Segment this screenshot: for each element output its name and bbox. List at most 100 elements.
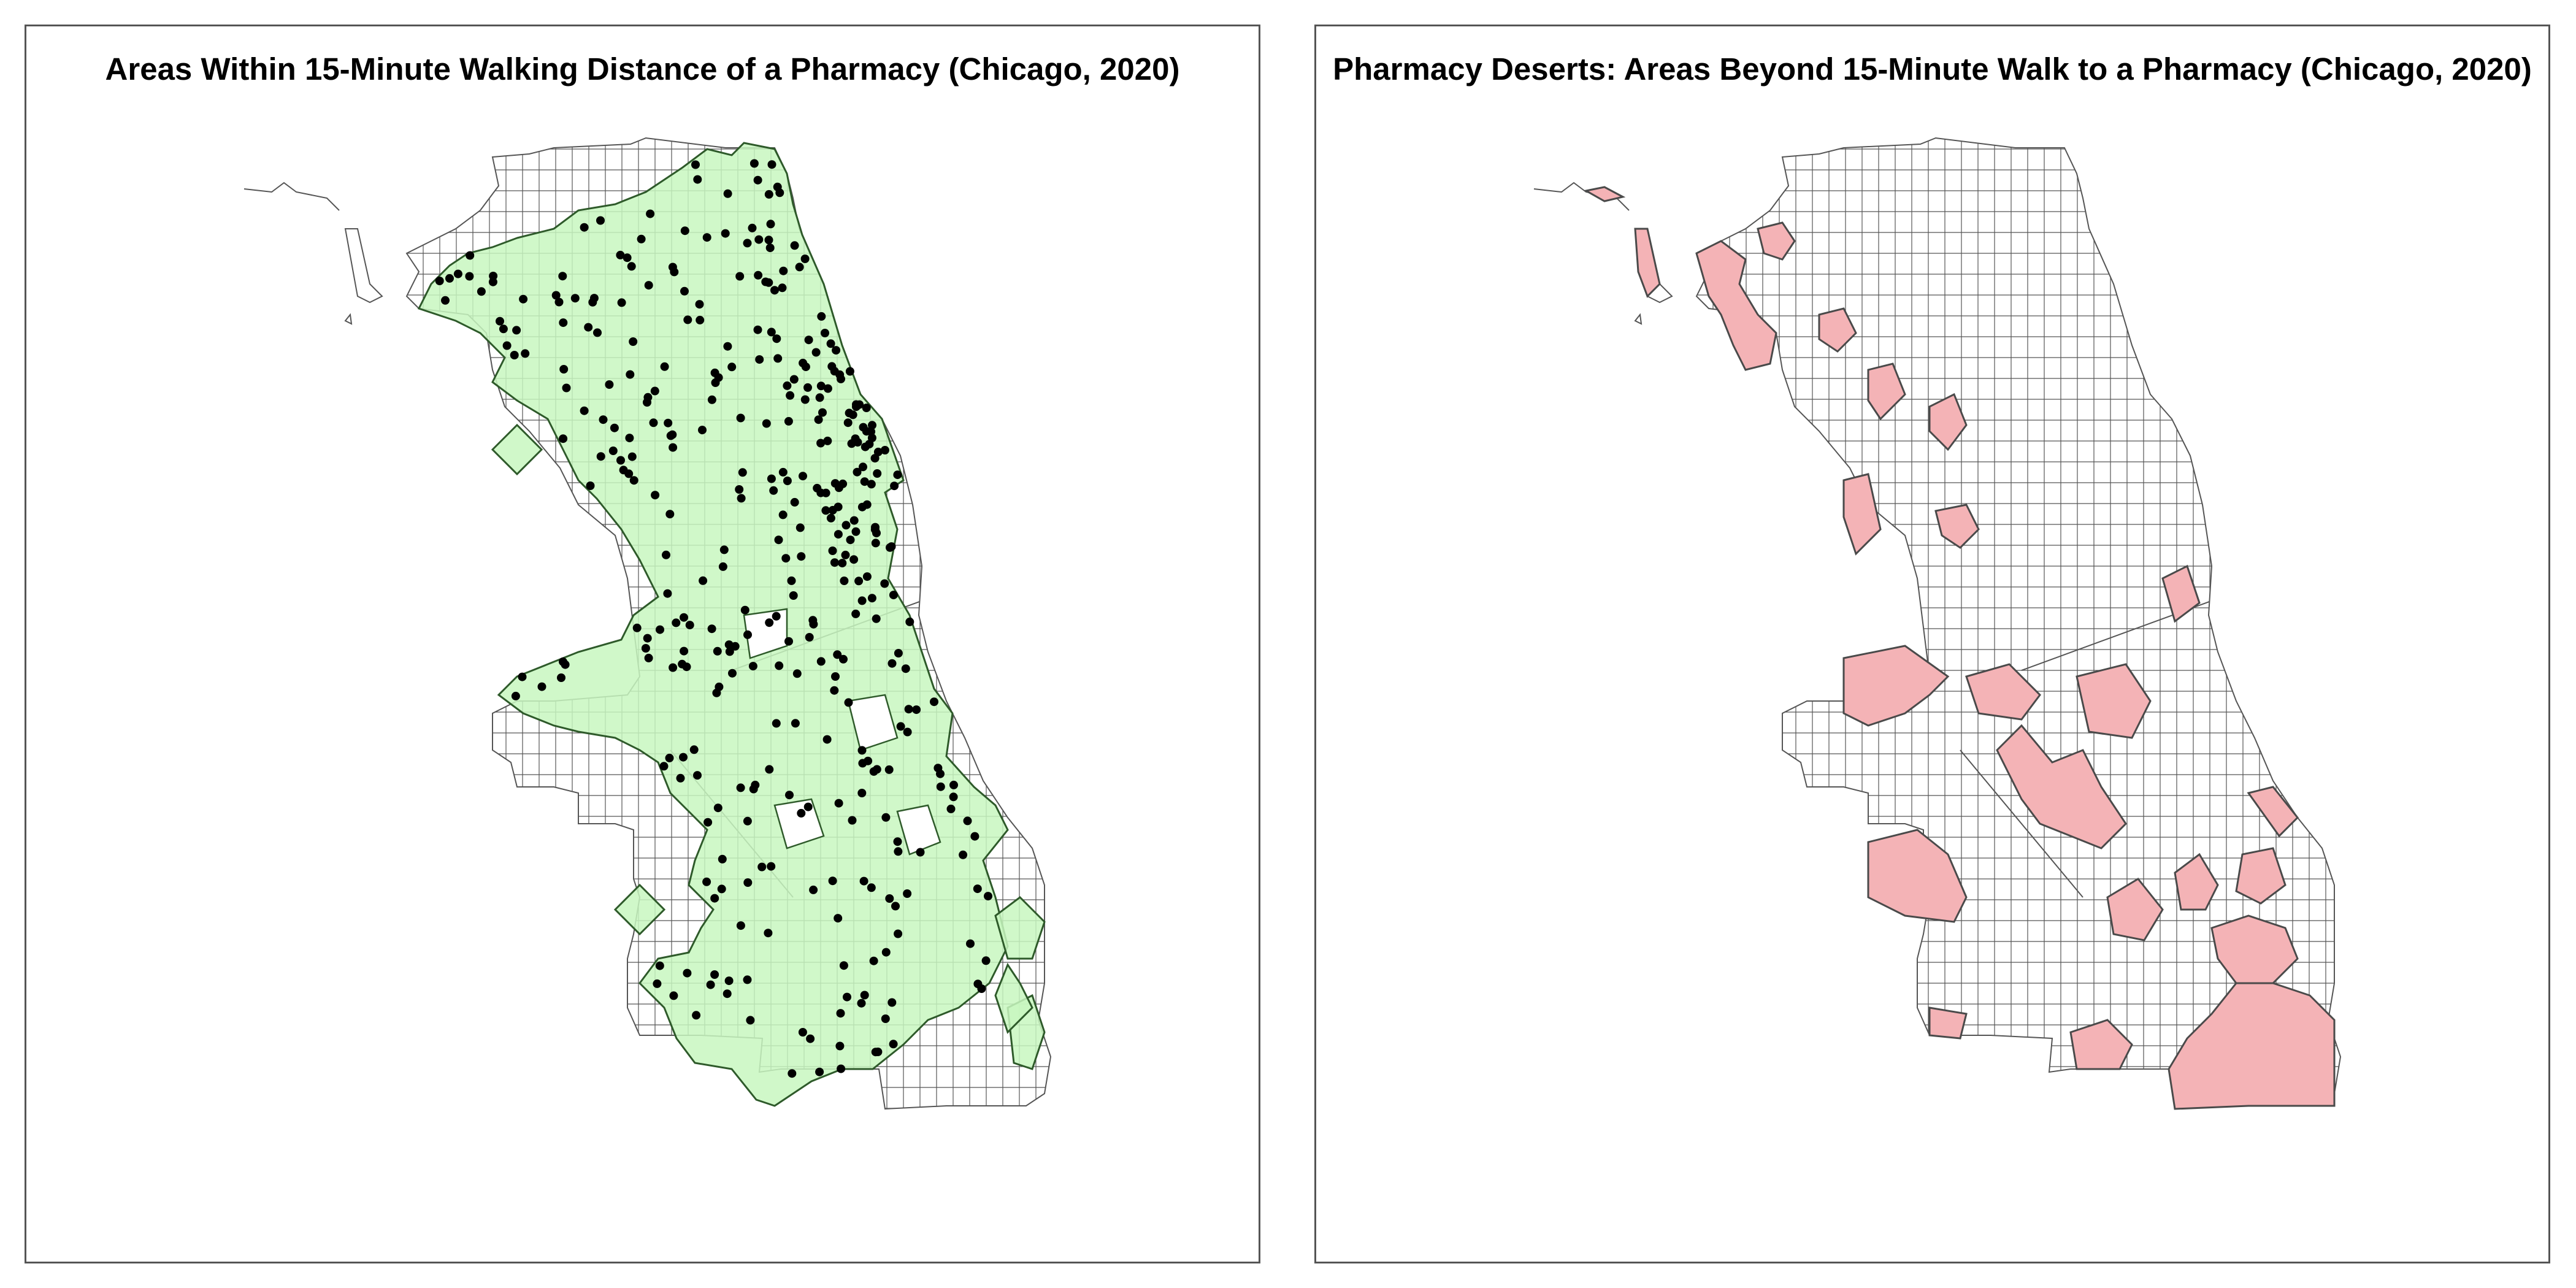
pharmacy-dot (629, 337, 638, 346)
pharmacy-dot (772, 719, 781, 728)
pharmacy-dot (679, 753, 688, 762)
pharmacy-dot (644, 653, 653, 662)
pharmacy-dot (894, 929, 903, 938)
pharmacy-dot (711, 378, 720, 387)
pharmacy-dot (864, 756, 873, 765)
pharmacy-dot (713, 803, 723, 813)
pharmacy-dot (664, 418, 673, 427)
pharmacy-dot (933, 764, 943, 773)
pharmacy-desert-area (1818, 307, 1857, 353)
walkable-area (613, 883, 666, 936)
pharmacy-dot (689, 745, 699, 754)
pharmacy-desert-area (1928, 1006, 1968, 1040)
pharmacy-dot (764, 236, 773, 245)
pharmacy-dot (605, 380, 614, 389)
pharmacy-dot (703, 818, 713, 827)
pharmacy-dot (800, 255, 810, 263)
pharmacy-dot (981, 956, 991, 965)
pharmacy-dot (743, 630, 752, 639)
pharmacy-dot (873, 447, 883, 456)
pharmacy-dot (811, 348, 821, 357)
pharmacy-dot (818, 408, 827, 417)
pharmacy-dot (559, 318, 568, 328)
pharmacy-dot (723, 989, 732, 999)
pharmacy-dot (816, 657, 826, 666)
pharmacy-dot (984, 892, 992, 901)
non-walkable-gap (847, 694, 899, 751)
pharmacy-dot (562, 383, 571, 393)
pharmacy-dot (834, 799, 843, 808)
pharmacy-desert-area (1757, 221, 1796, 261)
pharmacy-dot (668, 263, 677, 272)
pharmacy-dot (749, 159, 759, 168)
pharmacy-dot (735, 485, 744, 494)
pharmacy-dot (554, 297, 564, 307)
pharmacy-dot (803, 383, 812, 392)
pharmacy-dot (610, 423, 619, 432)
pharmacy-dot (766, 220, 775, 229)
pharmacy-dot (784, 637, 793, 646)
pharmacy-dot (887, 998, 897, 1007)
pharmacy-dot (889, 1040, 898, 1049)
pharmacy-dot (755, 355, 764, 364)
pharmacy-dot (835, 1041, 845, 1051)
pharmacy-dot (868, 421, 876, 430)
pharmacy-dot (905, 617, 914, 626)
pharmacy-dot (806, 1034, 815, 1043)
pharmacy-dot (903, 727, 912, 737)
pharmacy-dot (859, 462, 867, 472)
pharmacy-dot (644, 281, 653, 290)
pharmacy-dot (873, 1048, 883, 1056)
pharmacy-dot (809, 885, 818, 894)
pharmacy-dot (616, 250, 625, 259)
pharmacy-dot (608, 447, 618, 455)
pharmacy-dot (779, 266, 788, 275)
pharmacy-dot (803, 802, 813, 811)
non-walkable-gap (773, 798, 825, 849)
pharmacy-dot (710, 970, 719, 979)
pharmacy-dot (792, 669, 802, 678)
pharmacy-dot (828, 546, 837, 555)
pharmacy-dot (894, 847, 903, 856)
pharmacy-desert-area (2174, 853, 2219, 911)
pharmacy-dot (881, 948, 891, 957)
pharmacy-dot (816, 381, 826, 391)
pharmacy-dot (966, 939, 975, 948)
pharmacy-dot (678, 659, 687, 669)
pharmacy-dot (650, 386, 659, 396)
pharmacy-dot (845, 408, 854, 418)
pharmacy-desert-area (2168, 982, 2336, 1110)
pharmacy-dot (693, 771, 702, 780)
pharmacy-dot (822, 735, 832, 744)
pharmacy-dot (748, 223, 757, 232)
pharmacy-dot (743, 878, 753, 887)
pharmacy-dot (584, 323, 593, 332)
pharmacy-dot (740, 605, 749, 615)
pharmacy-dot (710, 368, 719, 377)
pharmacy-dot (896, 722, 905, 731)
pharmacy-dot (867, 594, 876, 603)
northwest-boundary-fragment (344, 228, 383, 304)
pharmacy-dot (736, 921, 745, 930)
pharmacy-dot (666, 431, 675, 440)
walkable-area (417, 142, 1009, 1107)
pharmacy-dot (435, 277, 444, 285)
pharmacy-dot (795, 523, 805, 532)
walkable-areas-map (243, 137, 1052, 1110)
pharmacy-dot (693, 175, 702, 184)
pharmacy-dot (680, 226, 689, 236)
pharmacy-dot (453, 269, 462, 278)
pharmacy-dot (854, 577, 864, 586)
pharmacy-dot (891, 902, 900, 911)
pharmacy-dot (698, 426, 707, 435)
pharmacy-dot (724, 640, 734, 650)
pharmacy-dot (643, 634, 652, 643)
pharmacy-dot (772, 611, 781, 621)
pharmacy-dot (817, 312, 826, 321)
pharmacy-dot (880, 579, 889, 588)
pharmacy-dot (912, 705, 921, 715)
pharmacy-deserts-map (1533, 137, 2342, 1110)
pharmacy-dot (814, 415, 823, 424)
pharmacy-dot (570, 294, 580, 303)
pharmacy-dot (841, 521, 851, 530)
